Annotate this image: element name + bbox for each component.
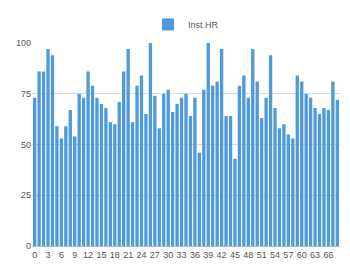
svg-text:9: 9 <box>72 250 77 260</box>
svg-text:6: 6 <box>59 250 64 260</box>
svg-text:21: 21 <box>123 250 133 260</box>
svg-text:12: 12 <box>83 250 93 260</box>
svg-text:33: 33 <box>177 250 187 260</box>
svg-text:0: 0 <box>26 241 31 251</box>
svg-text:30: 30 <box>163 250 173 260</box>
svg-text:100: 100 <box>16 38 31 48</box>
svg-text:39: 39 <box>203 250 213 260</box>
svg-text:50: 50 <box>21 140 31 150</box>
svg-text:18: 18 <box>110 250 120 260</box>
svg-text:15: 15 <box>96 250 106 260</box>
svg-text:57: 57 <box>283 250 293 260</box>
svg-text:54: 54 <box>270 250 280 260</box>
svg-text:36: 36 <box>190 250 200 260</box>
svg-text:75: 75 <box>21 89 31 99</box>
svg-text:24: 24 <box>136 250 146 260</box>
svg-text:0: 0 <box>32 250 37 260</box>
svg-text:45: 45 <box>230 250 240 260</box>
svg-text:3: 3 <box>46 250 51 260</box>
svg-text:Inst HR: Inst HR <box>188 20 219 30</box>
svg-text:48: 48 <box>243 250 253 260</box>
svg-text:27: 27 <box>150 250 160 260</box>
svg-text:25: 25 <box>21 190 31 200</box>
svg-text:51: 51 <box>257 250 267 260</box>
svg-text:63: 63 <box>310 250 320 260</box>
svg-text:66: 66 <box>323 250 333 260</box>
svg-text:42: 42 <box>217 250 227 260</box>
svg-text:60: 60 <box>297 250 307 260</box>
